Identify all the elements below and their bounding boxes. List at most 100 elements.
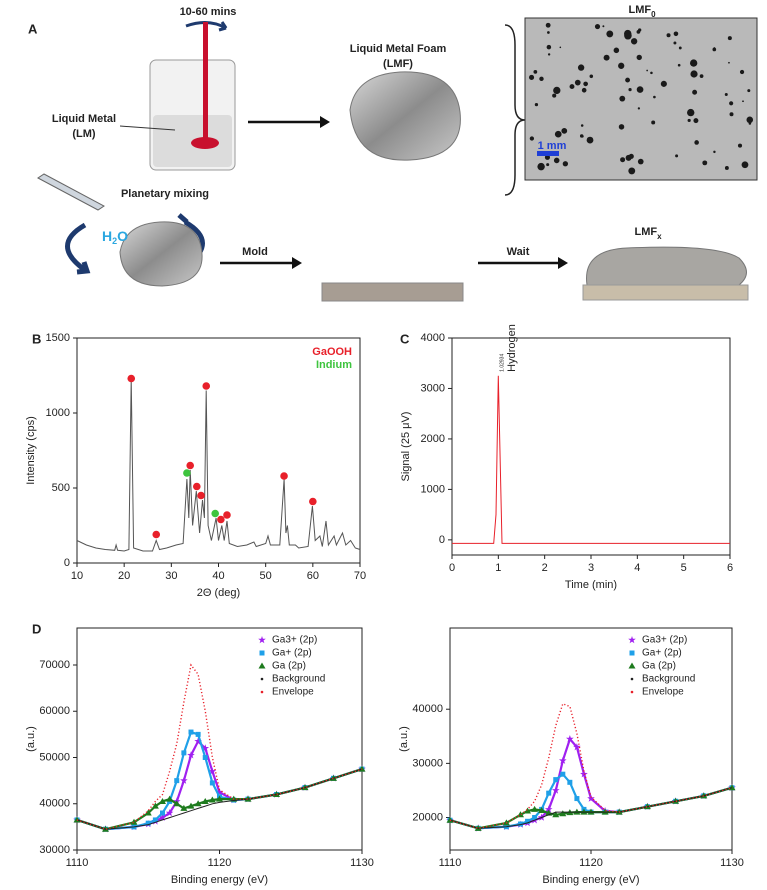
pore <box>552 93 557 98</box>
pore <box>546 44 552 50</box>
pore <box>539 76 544 82</box>
pore <box>673 41 677 45</box>
planetary-label: Planetary mixing <box>121 188 209 200</box>
legend-label: Background <box>642 674 695 685</box>
x-tick-label: 1130 <box>350 857 374 869</box>
pore <box>628 167 636 175</box>
pore <box>619 95 626 102</box>
pore <box>673 31 679 37</box>
data-point <box>559 756 567 764</box>
pore <box>712 47 717 52</box>
legend-label: Ga+ (2p) <box>272 648 312 659</box>
x-tick-label: 20 <box>118 570 130 582</box>
data-point <box>560 771 566 777</box>
legend-label: Indium <box>316 359 352 371</box>
data-point <box>559 810 567 817</box>
lmfx-photo <box>586 246 747 286</box>
lmf0-sub: 0 <box>651 10 656 19</box>
pore <box>620 157 626 163</box>
pore <box>547 31 550 34</box>
data-point <box>567 779 573 785</box>
x-tick-label: 1120 <box>579 857 603 869</box>
data-point <box>181 750 187 756</box>
data-point <box>188 729 194 735</box>
panel-letter: A <box>28 21 38 36</box>
pore <box>562 161 569 167</box>
x-tick-label: 1 <box>495 562 501 574</box>
pore <box>713 150 716 154</box>
arrow-head <box>292 257 302 269</box>
data-point <box>201 797 209 804</box>
data-point <box>601 808 609 815</box>
pore <box>741 161 749 169</box>
plot-frame <box>76 627 363 851</box>
pore <box>653 95 656 99</box>
y-tick-label: 40000 <box>39 798 70 810</box>
lmfx-sub: x <box>657 232 662 241</box>
x-tick-label: 1130 <box>720 857 744 869</box>
stirrer-blade <box>191 137 219 149</box>
x-tick-label: 2 <box>542 562 548 574</box>
pore <box>546 163 550 167</box>
data-point <box>223 511 231 519</box>
data-point <box>202 382 211 390</box>
y-axis-label: Intensity (cps) <box>25 416 37 484</box>
x-tick-label: 3 <box>588 562 594 574</box>
data-point <box>531 805 539 812</box>
stir-time: 10-60 mins <box>180 6 237 18</box>
data-point <box>201 744 210 752</box>
pore <box>636 54 642 61</box>
lm-label: (LM) <box>72 128 96 140</box>
legend-marker <box>629 650 635 656</box>
arrow-head <box>558 257 568 269</box>
series-line <box>76 663 363 830</box>
series-line <box>76 739 363 831</box>
legend-label: Ga+ (2p) <box>642 648 682 659</box>
series-line <box>449 736 733 830</box>
legend-marker <box>258 662 266 669</box>
data-point <box>197 491 205 500</box>
data-point <box>186 461 194 470</box>
pore <box>561 127 568 134</box>
pore <box>624 29 632 38</box>
pore <box>675 154 679 158</box>
pore <box>650 71 653 75</box>
legend-marker <box>258 636 266 644</box>
pores <box>528 22 754 175</box>
data-point <box>208 796 216 803</box>
lmf-label: Liquid Metal Foam <box>350 43 447 55</box>
data-point <box>180 776 188 784</box>
pore <box>630 38 638 45</box>
pore <box>553 86 561 95</box>
data-point <box>566 735 574 743</box>
lmf0-text: LMF <box>628 4 651 16</box>
pore <box>747 89 751 93</box>
legend-label: Ga3+ (2p) <box>272 635 317 646</box>
plot-frame <box>449 627 733 851</box>
y-tick-label: 60000 <box>39 705 70 717</box>
y-tick-label: 50000 <box>39 751 70 763</box>
pore <box>729 101 734 106</box>
scale-bar-label: 1 mm <box>538 140 567 152</box>
pore <box>606 30 614 38</box>
legend-label: GaOOH <box>312 346 352 358</box>
data-point <box>211 509 219 518</box>
pore <box>677 63 681 67</box>
pore <box>559 46 562 49</box>
pore <box>739 69 745 75</box>
x-axis-label: Binding energy (eV) <box>542 874 639 886</box>
series-line <box>449 772 733 830</box>
pore <box>729 112 734 117</box>
y-tick-label: 2000 <box>421 433 445 445</box>
x-tick-label: 4 <box>634 562 640 574</box>
legend-marker <box>630 677 634 681</box>
y-tick-label: 1500 <box>46 332 70 344</box>
pore <box>589 74 594 79</box>
data-point <box>174 778 180 784</box>
data-point <box>160 810 165 816</box>
pore <box>637 158 644 165</box>
legend-label: Envelope <box>272 687 314 698</box>
data-point <box>580 808 588 815</box>
data-point <box>587 794 595 802</box>
pore <box>578 81 581 83</box>
